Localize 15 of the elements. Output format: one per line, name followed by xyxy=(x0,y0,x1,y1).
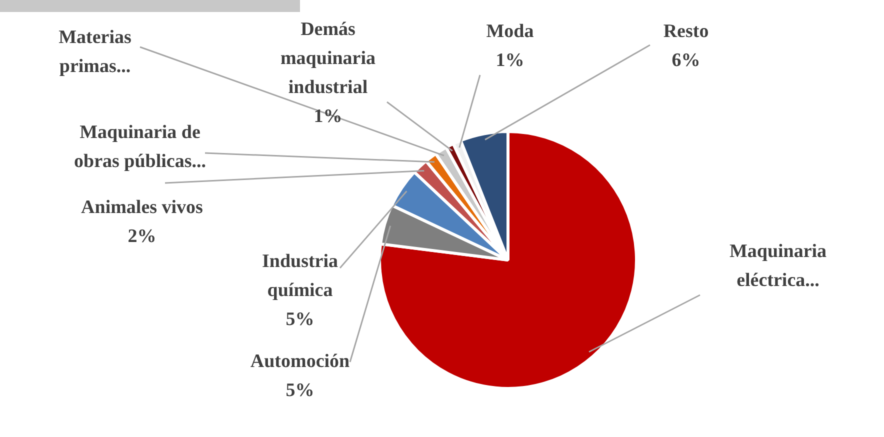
slice-label: Moda xyxy=(486,20,534,42)
data-label: 5% xyxy=(286,380,314,401)
data-label: 6% xyxy=(672,50,700,71)
slice-label: Automoción xyxy=(250,350,350,372)
data-label: 1% xyxy=(314,106,342,127)
slice-label: Demás maquinaria industrial xyxy=(280,18,376,98)
data-label: 5% xyxy=(286,308,314,330)
slice-label: Animales vivos xyxy=(81,196,203,218)
data-label: 2% xyxy=(128,226,156,247)
data-label: 1% xyxy=(496,50,524,71)
slice-label: Maquinaria de obras públicas... xyxy=(74,122,206,172)
slice-label: Materias primas... xyxy=(58,26,132,77)
slice-label: Industria química xyxy=(262,250,339,301)
slice-label: Maquinaria eléctrica... xyxy=(729,240,828,291)
slice-label: Resto xyxy=(663,20,709,42)
